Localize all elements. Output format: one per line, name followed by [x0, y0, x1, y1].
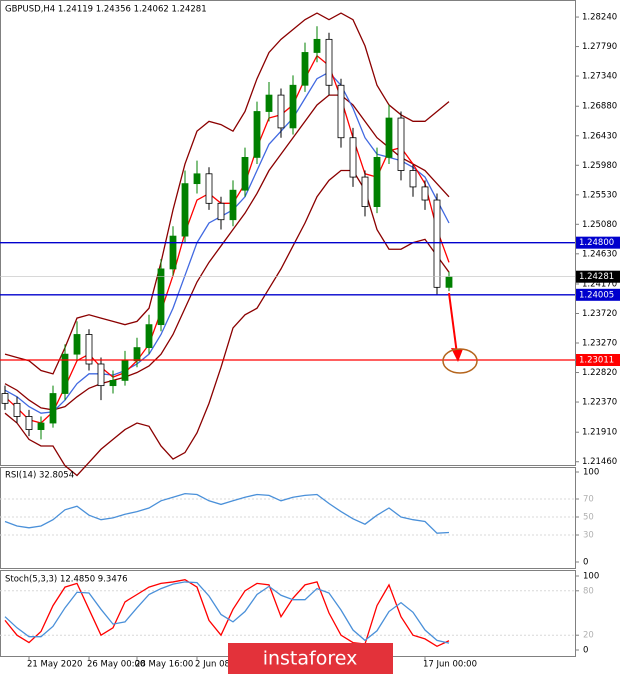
candle-body: [301, 52, 309, 86]
indicator-line: [4, 71, 450, 414]
y-tick-label: 1.26430: [582, 131, 617, 141]
candle-body: [61, 353, 69, 394]
plot-layer: 1.28240 1.27790 1.27340 1.26880 1.26430 1.259…: [0, 5, 620, 670]
candle-body: [73, 334, 81, 355]
candle-body: [433, 199, 441, 288]
y-tick-label: 1.22820: [582, 368, 617, 378]
y-tick-label: 1.23720: [582, 309, 617, 319]
y-tick-label: 1.27340: [582, 72, 617, 82]
y-tick-label: 100: [583, 468, 599, 478]
indicator-line: [4, 169, 450, 477]
candle-body: [421, 186, 429, 201]
candle-body: [337, 84, 345, 139]
candle-body: [181, 183, 189, 237]
candle-body: [133, 347, 141, 362]
level-label: 1.23011: [579, 355, 614, 365]
candle-body: [37, 422, 45, 430]
y-tick-label: 1.25530: [582, 190, 617, 200]
candle-body: [313, 38, 321, 53]
main-panel-frame: [0, 0, 576, 466]
candle-body: [241, 157, 249, 191]
candle-body: [349, 137, 357, 178]
y-tick-label: 1.28240: [582, 13, 617, 23]
y-tick-label: 1.24630: [582, 249, 617, 259]
candle-body: [157, 268, 165, 326]
y-tick-label: 50: [583, 513, 594, 523]
y-tick-label: 100: [583, 572, 599, 582]
indicator-line: [4, 94, 450, 411]
indicator-line: [4, 12, 450, 375]
candle-body: [373, 157, 381, 207]
level-label: 1.24800: [579, 238, 614, 248]
level-label-box: [576, 236, 620, 249]
candle-body: [25, 416, 33, 430]
candle-body: [97, 363, 105, 387]
x-tick-label: 17 Jun 00:00: [423, 660, 477, 670]
level-label: 1.24005: [579, 290, 614, 300]
candle-body: [109, 379, 117, 387]
x-tick-label: 28 May 16:00: [135, 660, 193, 670]
x-tick-label: 21 May 2020: [27, 660, 82, 670]
level-label-box: [576, 288, 620, 301]
y-tick-label: 1.24170: [582, 279, 617, 289]
panel-title: Stoch(5,3,3) 12.4850 9.3476: [5, 575, 128, 585]
candle-body: [277, 94, 285, 129]
y-tick-label: 20: [583, 631, 594, 641]
candle-body: [325, 38, 333, 86]
candle-body: [85, 334, 93, 365]
y-tick-label: 1.27790: [582, 42, 617, 52]
y-tick-label: 1.25080: [582, 220, 617, 230]
price-label: 1.24281: [579, 272, 614, 282]
y-tick-label: 1.21460: [582, 457, 617, 467]
y-tick-label: 0: [583, 646, 588, 656]
forecast-arrowhead: [451, 347, 463, 362]
y-tick-label: 80: [583, 586, 594, 596]
panel-title: GBPUSD,H4 1.24119 1.24356 1.24062 1.2428…: [5, 5, 207, 15]
watermark: instaforex: [263, 648, 358, 670]
y-tick-label: 1.25980: [582, 161, 617, 171]
y-tick-label: 1.26880: [582, 102, 617, 112]
y-tick-label: 0: [583, 558, 588, 568]
indicator-line: [4, 492, 450, 534]
candle-body: [265, 94, 273, 112]
panel-title: RSI(14) 32.8054: [5, 471, 74, 481]
candle-body: [289, 84, 297, 129]
rsi-panel-frame: [0, 467, 576, 569]
y-tick-label: 1.21910: [582, 428, 617, 438]
candle-body: [385, 117, 393, 158]
candle-body: [205, 173, 213, 204]
candle-body: [217, 202, 225, 221]
watermark-box: [228, 643, 393, 674]
candle-body: [445, 276, 453, 288]
candle-body: [193, 173, 201, 185]
candle-body: [121, 360, 129, 381]
y-tick-label: 70: [583, 495, 594, 505]
target-circle: [442, 348, 478, 374]
y-tick-label: 1.23270: [582, 339, 617, 349]
x-tick-label: 26 May 00:00: [87, 660, 145, 670]
price-label-box: [576, 270, 620, 283]
x-tick-label: 2 Jun 08:00: [195, 660, 244, 670]
candle-body: [49, 393, 57, 424]
candle-body: [1, 393, 9, 404]
candle-body: [145, 324, 153, 349]
y-tick-label: 1.22370: [582, 398, 617, 408]
y-tick-label: 30: [583, 531, 594, 541]
indicator-line: [4, 581, 450, 644]
level-label-box: [576, 353, 620, 366]
candle-body: [361, 176, 369, 207]
forecast-arrow: [448, 292, 458, 355]
indicator-line: [4, 579, 450, 648]
candle-body: [253, 111, 261, 158]
candle-body: [13, 402, 21, 417]
candle-body: [409, 170, 417, 188]
candle-body: [169, 235, 177, 270]
candle-body: [229, 189, 237, 221]
candle-body: [397, 117, 405, 171]
